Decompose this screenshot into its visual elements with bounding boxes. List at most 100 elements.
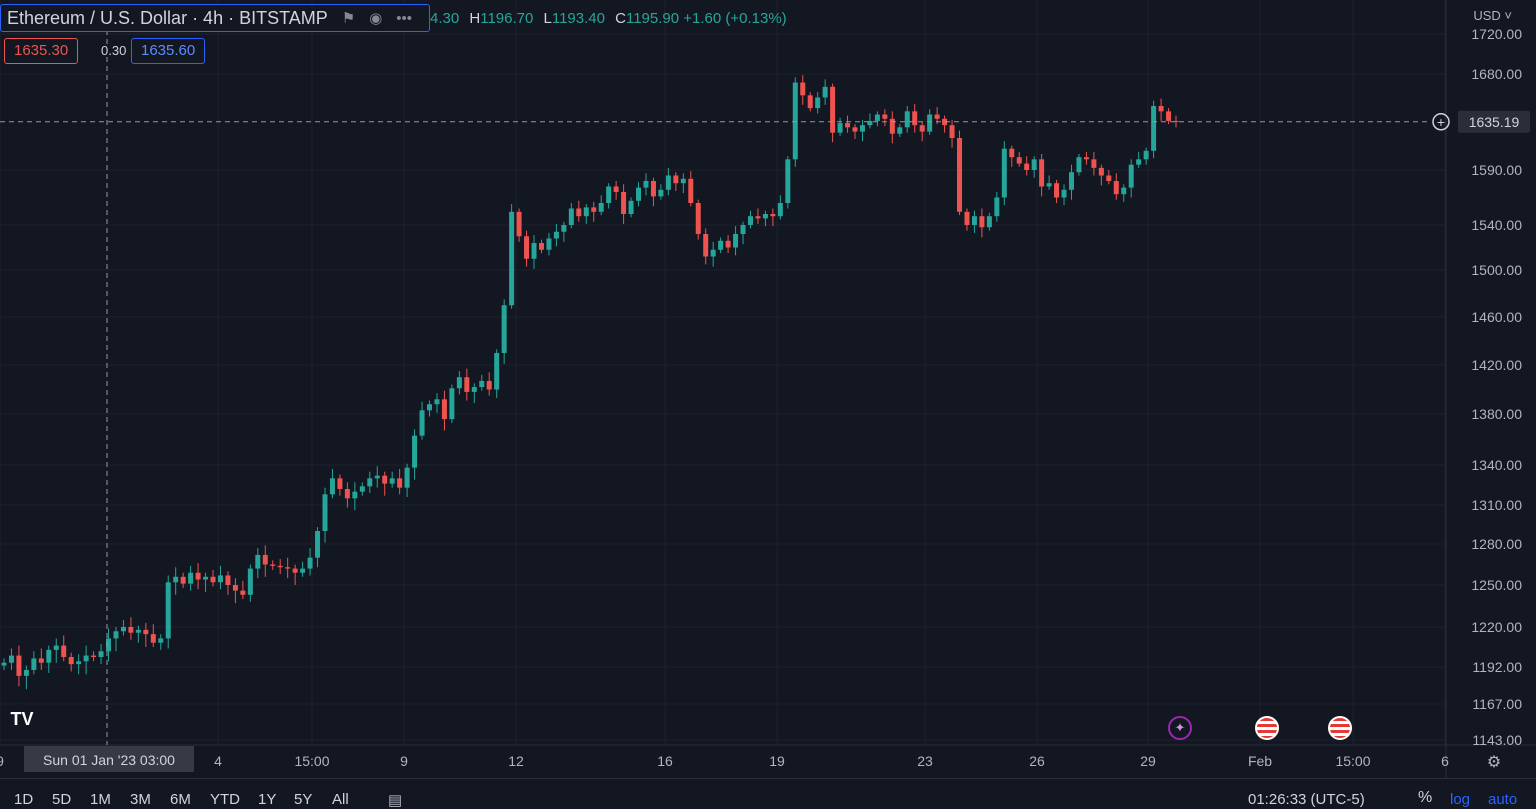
- clock[interactable]: 01:26:33 (UTC-5): [1248, 791, 1365, 808]
- candle: [934, 107, 940, 125]
- price-tick-label: 1420.00: [1471, 357, 1522, 373]
- candle-body: [553, 231, 559, 239]
- candle: [464, 368, 470, 401]
- candle-body: [329, 478, 335, 495]
- candle: [815, 92, 821, 114]
- candle-body: [150, 634, 156, 643]
- candle: [344, 482, 350, 508]
- candle: [1106, 170, 1112, 185]
- candle-body: [606, 186, 612, 203]
- candle: [1068, 164, 1074, 200]
- candle: [509, 204, 515, 309]
- add-alert-plus: +: [1437, 114, 1445, 130]
- candle-body: [1009, 148, 1015, 158]
- candle-body: [1106, 175, 1112, 181]
- range-5y[interactable]: 5Y: [294, 791, 313, 808]
- tradingview-logo[interactable]: TV: [6, 704, 38, 734]
- candle-body: [665, 175, 671, 190]
- candle: [986, 212, 992, 231]
- calendar-icon[interactable]: ▤: [388, 792, 403, 809]
- candle: [270, 560, 276, 570]
- candle: [770, 208, 776, 227]
- buy-price-button[interactable]: 1635.60: [131, 38, 206, 64]
- range-1y[interactable]: 1Y: [258, 791, 277, 808]
- candle-body: [591, 207, 597, 212]
- price-axis[interactable]: 1720.00 1680.00 1590.00 1540.00 1500.00 1460.…: [1471, 26, 1522, 748]
- ohlc-high-label: H: [469, 10, 481, 27]
- candle: [322, 487, 328, 543]
- price-tick-label: 1310.00: [1471, 497, 1522, 513]
- candle: [203, 572, 209, 592]
- candle-body: [1001, 148, 1007, 198]
- more-icon[interactable]: •••: [396, 9, 413, 27]
- range-3m[interactable]: 3M: [130, 791, 151, 808]
- candle: [31, 651, 37, 675]
- candle-body: [83, 655, 89, 662]
- candle-body: [203, 576, 209, 580]
- candle-body: [389, 478, 395, 484]
- candle-body: [516, 211, 522, 237]
- ohlc-close-label: C: [615, 10, 626, 27]
- us-flag-icon[interactable]: [1328, 716, 1352, 740]
- currency-selector[interactable]: USD ˅: [1473, 8, 1512, 23]
- symbol-title[interactable]: Ethereum / U.S. Dollar · 4h · BITSTAMP: [7, 7, 328, 28]
- lightning-icon[interactable]: ✦: [1168, 716, 1192, 740]
- time-tick-label: 12: [508, 753, 524, 769]
- range-1m[interactable]: 1M: [90, 791, 111, 808]
- candle: [822, 79, 828, 105]
- candle: [427, 400, 433, 417]
- crosshair-overlay: +1635.19 Sun 01 Jan '23 03:00: [0, 30, 1530, 772]
- range-ytd[interactable]: YTD: [210, 791, 240, 808]
- candle: [225, 571, 231, 595]
- log-scale-toggle[interactable]: log: [1450, 791, 1471, 808]
- range-5d[interactable]: 5D: [52, 791, 72, 808]
- ohlc-values: 4.30 H1196.70 L1193.40 C1195.90 +1.60 (+…: [430, 10, 787, 27]
- candle: [374, 466, 380, 488]
- candle-body: [964, 211, 970, 225]
- percent-scale-toggle[interactable]: %: [1418, 789, 1433, 806]
- candle: [740, 221, 746, 245]
- candle: [8, 648, 14, 670]
- candle-body: [427, 404, 433, 411]
- candle: [53, 638, 59, 663]
- candle-body: [785, 159, 791, 203]
- candle-body: [800, 82, 806, 96]
- us-flag-icon[interactable]: [1255, 716, 1279, 740]
- candle-body: [1039, 159, 1045, 187]
- candle-body: [867, 120, 873, 126]
- candle: [1128, 159, 1134, 198]
- candle: [188, 565, 194, 591]
- candle: [568, 203, 574, 229]
- candle-body: [777, 203, 783, 217]
- candle-body: [859, 125, 865, 132]
- candle-body: [486, 380, 492, 390]
- candlestick-chart[interactable]: 1720.00 1680.00 1590.00 1540.00 1500.00 1460.…: [0, 0, 1536, 778]
- range-1d[interactable]: 1D: [14, 791, 34, 808]
- candle: [553, 223, 559, 247]
- bottom-toolbar: 1D 5D 1M 3M 6M YTD 1Y 5Y All ▤ 01:26:33 …: [0, 778, 1536, 809]
- range-6m[interactable]: 6M: [170, 791, 191, 808]
- ohlc-close: 1195.90: [625, 10, 680, 27]
- candle: [994, 192, 1000, 222]
- candle: [232, 578, 238, 604]
- time-tick-label: 6: [1441, 753, 1449, 769]
- symbol-legend[interactable]: Ethereum / U.S. Dollar · 4h · BITSTAMP ⚑…: [0, 4, 430, 32]
- eye-icon[interactable]: ◉: [369, 10, 383, 27]
- candle-body: [710, 249, 716, 257]
- candle: [120, 620, 126, 636]
- auto-scale-toggle[interactable]: auto: [1488, 791, 1518, 808]
- candle-body: [441, 399, 447, 420]
- candle: [1143, 147, 1149, 165]
- candle-body: [188, 572, 194, 584]
- sell-price-button[interactable]: 1635.30: [4, 38, 79, 64]
- time-axis[interactable]: 9 4 15:00 9 12 16 19 23 26 29 Feb 15:00 6 ⚙: [0, 752, 1501, 771]
- candle: [300, 561, 306, 577]
- range-all[interactable]: All: [332, 791, 349, 808]
- candle-body: [986, 216, 992, 228]
- candle: [210, 569, 216, 587]
- candle-body: [404, 467, 410, 488]
- flag-icon[interactable]: ⚑: [341, 10, 356, 27]
- candle-body: [688, 178, 694, 203]
- price-tick-label: 1380.00: [1471, 406, 1522, 422]
- candle: [561, 221, 567, 242]
